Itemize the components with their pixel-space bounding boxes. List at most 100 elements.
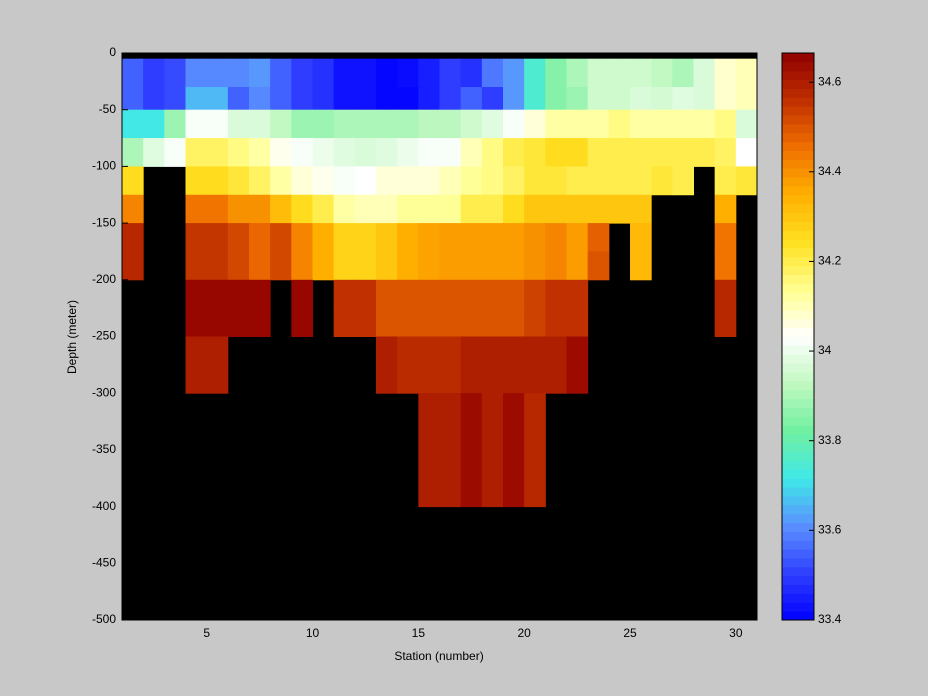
heatmap-cell xyxy=(206,166,229,196)
heatmap-cell xyxy=(439,138,462,167)
heatmap-cell xyxy=(545,109,567,139)
heatmap-cell xyxy=(227,308,250,337)
heatmap-cell xyxy=(185,166,208,196)
heatmap-cell xyxy=(524,138,546,167)
heatmap-cell xyxy=(587,138,610,167)
heatmap-cell xyxy=(122,109,144,139)
heatmap-cell xyxy=(714,279,737,309)
heatmap-cell xyxy=(291,87,313,111)
heatmap-cell xyxy=(524,308,546,337)
colorbar-band xyxy=(782,301,814,311)
heatmap-cell xyxy=(418,251,440,281)
colorbar-tick-label: 34.6 xyxy=(818,74,842,88)
colorbar-band xyxy=(782,230,814,240)
colorbar-band xyxy=(782,70,814,81)
heatmap-cell xyxy=(460,166,483,196)
colorbar-band xyxy=(782,522,814,532)
heatmap-cell xyxy=(503,194,525,224)
heatmap-cell xyxy=(566,87,589,111)
heatmap-cell xyxy=(418,336,440,366)
heatmap-cell xyxy=(418,58,440,88)
colorbar-band xyxy=(782,354,814,364)
heatmap-cell xyxy=(397,279,419,309)
heatmap-cell xyxy=(122,223,144,252)
heatmap-cell xyxy=(333,223,356,252)
heatmap-cell xyxy=(418,194,440,224)
heatmap-cell xyxy=(524,279,546,309)
x-tick-label: 30 xyxy=(729,626,743,640)
colorbar-band xyxy=(782,194,814,205)
heatmap-cell xyxy=(397,58,419,88)
heatmap-cell xyxy=(460,251,483,281)
heatmap-cell xyxy=(481,194,504,224)
colorbar-band xyxy=(782,380,814,391)
heatmap-cell xyxy=(545,87,567,111)
heatmap-cell xyxy=(185,336,208,366)
colorbar-band xyxy=(782,265,814,275)
heatmap-cell xyxy=(143,87,165,111)
y-tick-label: -150 xyxy=(92,215,116,229)
heatmap-cell xyxy=(566,364,589,394)
colorbar-band xyxy=(782,611,814,621)
colorbar-band xyxy=(782,469,814,479)
heatmap-cell xyxy=(122,166,144,196)
colorbar-band xyxy=(782,451,814,462)
heatmap-cell xyxy=(503,279,525,309)
heatmap-cell xyxy=(503,336,525,366)
y-tick-label: 0 xyxy=(109,45,116,59)
heatmap-cell xyxy=(164,87,186,111)
heatmap-cell xyxy=(566,223,589,252)
heatmap-cell xyxy=(227,223,250,252)
heatmap-cell xyxy=(460,478,483,508)
colorbar-tick-label: 34.2 xyxy=(818,254,842,268)
heatmap-cell xyxy=(481,166,504,196)
heatmap-cell xyxy=(312,138,335,167)
heatmap-cell xyxy=(291,109,313,139)
heatmap-cell xyxy=(312,58,335,88)
colorbar-band xyxy=(782,256,814,267)
heatmap-cell xyxy=(630,58,652,88)
heatmap-cell xyxy=(418,223,440,252)
heatmap-cell xyxy=(587,58,610,88)
colorbar-band xyxy=(782,416,814,426)
heatmap-cell xyxy=(587,223,610,252)
heatmap-cell xyxy=(630,138,652,167)
heatmap-cell xyxy=(651,138,673,167)
heatmap-cell xyxy=(460,109,483,139)
colorbar-band xyxy=(782,53,814,63)
heatmap-cell xyxy=(249,109,271,139)
heatmap-cell xyxy=(185,251,208,281)
heatmap-cell xyxy=(291,58,313,88)
heatmap-cell xyxy=(524,364,546,394)
heatmap-cell xyxy=(439,58,462,88)
y-tick-label: -50 xyxy=(99,102,117,116)
heatmap-cell xyxy=(333,109,356,139)
heatmap-cell xyxy=(439,364,462,394)
heatmap-cell xyxy=(333,279,356,309)
heatmap-cell xyxy=(503,393,525,423)
heatmap-cell xyxy=(249,251,271,281)
colorbar-band xyxy=(782,212,814,222)
heatmap-cell xyxy=(227,58,250,88)
colorbar-band xyxy=(782,504,814,515)
colorbar-band xyxy=(782,203,814,213)
heatmap-cell xyxy=(376,109,398,139)
heatmap-cell xyxy=(270,223,292,252)
colorbar-band xyxy=(782,389,814,400)
colorbar-band xyxy=(782,247,814,258)
colorbar-band xyxy=(782,168,814,178)
heatmap-cell xyxy=(270,87,292,111)
heatmap-cell xyxy=(291,308,313,337)
heatmap-cell xyxy=(122,138,144,167)
heatmap-cell xyxy=(397,364,419,394)
heatmap-cell xyxy=(376,336,398,366)
heatmap-cell xyxy=(185,308,208,337)
heatmap-cell xyxy=(503,138,525,167)
heatmap-cell xyxy=(545,364,567,394)
heatmap-cell xyxy=(545,251,567,281)
y-axis-label: Depth (meter) xyxy=(65,300,79,374)
heatmap-cell xyxy=(503,449,525,479)
heatmap-cell xyxy=(439,449,462,479)
heatmap-cell xyxy=(460,194,483,224)
heatmap-cell xyxy=(545,223,567,252)
